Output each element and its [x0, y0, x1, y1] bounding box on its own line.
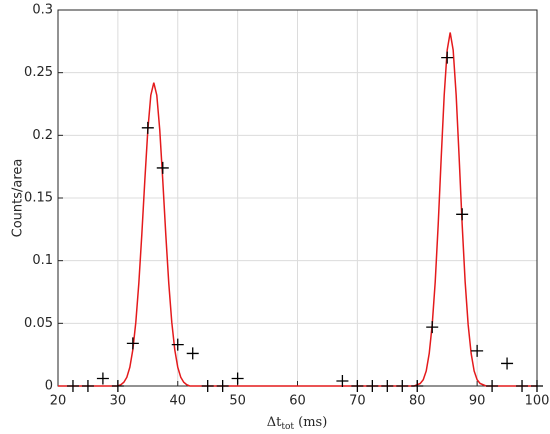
y-axis-label: Counts/area [11, 159, 26, 238]
x-label-main: Δt [267, 415, 282, 430]
y-tick-label: 0.3 [32, 3, 53, 18]
y-tick-label: 0.2 [32, 128, 53, 143]
data-point [396, 380, 409, 392]
data-point [381, 380, 394, 392]
data-point [441, 51, 454, 64]
data-point [336, 374, 349, 387]
data-point [141, 121, 154, 134]
data-point [96, 372, 109, 385]
data-point [516, 380, 529, 392]
x-tick-label: 30 [110, 394, 127, 409]
data-point [471, 344, 484, 357]
data-point [66, 380, 79, 392]
data-point [531, 380, 543, 392]
x-tick-label: 20 [50, 394, 67, 409]
y-tick-label: 0.1 [32, 253, 53, 268]
data-point [201, 380, 214, 392]
data-point [81, 380, 94, 392]
y-tick-label: 0.05 [24, 316, 53, 331]
x-label-unit: (ms) [294, 415, 327, 430]
data-point [111, 380, 124, 392]
data-point [351, 380, 364, 392]
data-point [366, 380, 379, 392]
data-point [411, 380, 424, 392]
y-tick-label: 0.25 [24, 65, 53, 80]
x-tick-label: 70 [349, 394, 366, 409]
data-point [231, 372, 244, 385]
data-point [186, 347, 199, 360]
data-point [486, 380, 499, 392]
x-tick-label: 50 [229, 394, 246, 409]
data-point [501, 357, 514, 370]
x-axis-label: Δttot (ms) [267, 415, 328, 432]
data-point [126, 337, 139, 350]
data-point [171, 338, 184, 351]
y-tick-label: 0.15 [24, 191, 53, 206]
y-tick-label: 0 [45, 379, 53, 394]
x-tick-label: 60 [289, 394, 306, 409]
x-tick-label: 80 [409, 394, 426, 409]
data-point [216, 380, 229, 392]
x-tick-label: 90 [469, 394, 486, 409]
x-tick-label: 100 [525, 394, 550, 409]
data-point [156, 161, 169, 174]
x-tick-label: 40 [169, 394, 186, 409]
fit-curve [58, 32, 537, 387]
x-label-sub: tot [281, 422, 294, 432]
data-point [456, 208, 469, 221]
data-point [426, 321, 439, 334]
